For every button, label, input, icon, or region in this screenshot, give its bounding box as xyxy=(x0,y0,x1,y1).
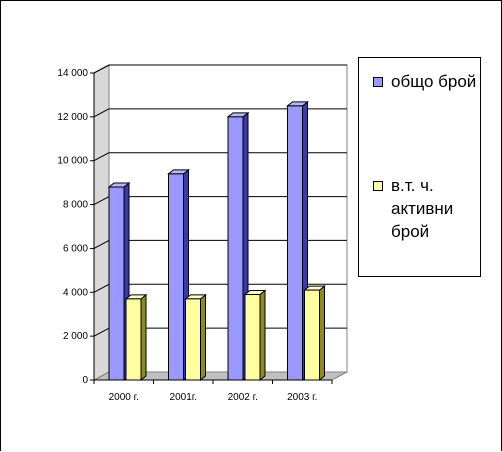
bar-total xyxy=(227,116,244,381)
x-category-label: 2000 г. xyxy=(109,392,139,403)
gridline-side xyxy=(93,196,110,206)
x-category-label: 2003 г. xyxy=(287,392,317,403)
gridline-side xyxy=(93,327,110,337)
legend: общо брой в.т. ч. активни брой xyxy=(358,57,481,277)
plot-side-wall xyxy=(93,64,110,381)
gridline-side xyxy=(93,64,110,74)
bar-active xyxy=(244,293,261,381)
bar-side xyxy=(319,285,325,382)
bar-active xyxy=(185,298,201,381)
y-tick-label: 14 000 xyxy=(57,68,88,79)
bar-total xyxy=(287,105,303,381)
legend-label-active: в.т. ч. активни брой xyxy=(391,176,454,241)
y-tick-label: 4 000 xyxy=(63,287,88,298)
bar-total xyxy=(108,186,125,381)
gridline-side xyxy=(93,152,110,162)
x-category-label: 2002 г. xyxy=(228,392,258,403)
legend-label-total: общо брой xyxy=(391,72,477,91)
gridline-side xyxy=(93,108,110,118)
bar-side xyxy=(200,293,206,382)
y-tick-label: 10 000 xyxy=(57,156,88,167)
y-tick-label: 12 000 xyxy=(57,112,88,123)
bar-side xyxy=(140,293,147,382)
bar-total xyxy=(168,173,184,381)
legend-swatch-active xyxy=(373,181,383,191)
bar-side xyxy=(259,289,266,382)
y-tick-label: 8 000 xyxy=(63,200,88,211)
bar-active xyxy=(125,298,142,381)
y-tick-label: 2 000 xyxy=(63,331,88,342)
y-tick-label: 6 000 xyxy=(63,243,88,254)
x-category-label: 2001г. xyxy=(170,392,197,403)
bar-active xyxy=(304,289,320,381)
gridline-side xyxy=(93,239,110,249)
gridline-side xyxy=(93,283,110,293)
y-tick-label: 0 xyxy=(82,375,88,386)
legend-swatch-total xyxy=(373,77,383,87)
